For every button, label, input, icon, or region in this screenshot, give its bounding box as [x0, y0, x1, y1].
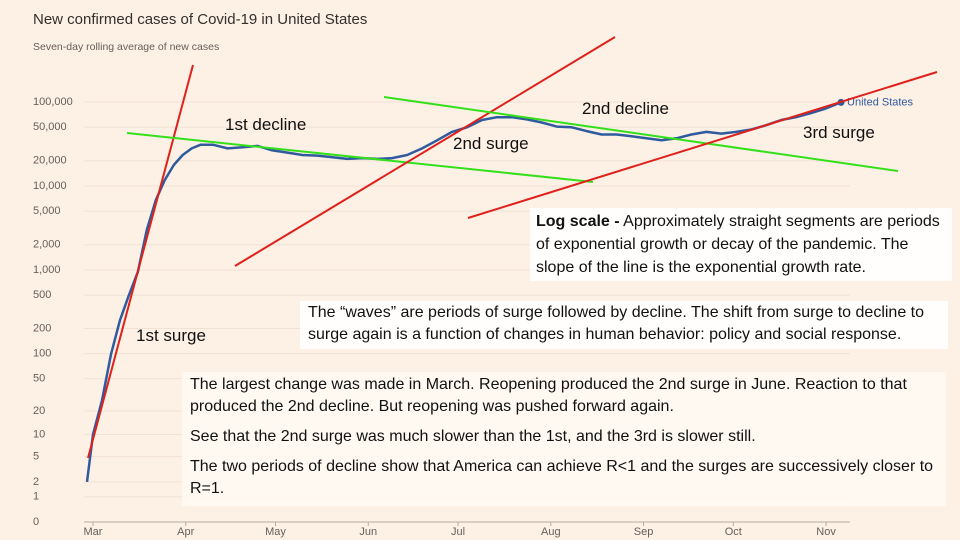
annotation: 1st surge [136, 326, 206, 345]
note-box: The “waves” are periods of surge followe… [300, 301, 948, 349]
y-tick-label: 100,000 [33, 96, 73, 108]
y-tick-label: 50,000 [33, 121, 67, 133]
note: The largest change was made in March. Re… [190, 376, 907, 415]
annotation: 3rd surge [803, 123, 875, 142]
y-tick-label: 20,000 [33, 155, 67, 167]
y-tick-label: 2,000 [33, 239, 61, 251]
x-tick-label: Nov [816, 526, 836, 538]
annotation: 2nd surge [453, 134, 529, 153]
series-line [85, 101, 842, 483]
annotation: 2nd decline [582, 99, 669, 118]
note-box: Log scale - Approximately straight segme… [530, 208, 952, 281]
y-tick-label: 1 [33, 491, 39, 503]
x-tick-label: Jul [451, 526, 465, 538]
y-tick-label: 100 [33, 348, 51, 360]
trend-line [467, 71, 938, 219]
x-tick-label: Jun [359, 526, 377, 538]
legend-label: United States [847, 96, 914, 108]
trend-lines [87, 36, 938, 459]
y-tick-label: 20 [33, 405, 45, 417]
trend-line [383, 96, 899, 172]
note: See that the 2nd surge was much slower t… [190, 428, 756, 445]
x-tick-label: Apr [177, 526, 194, 538]
trend-line [87, 64, 194, 459]
y-tick-label: 500 [33, 289, 51, 301]
x-tick-label: Aug [541, 526, 561, 538]
y-tick-label: 10,000 [33, 180, 67, 192]
y-tick-label: 1,000 [33, 264, 61, 276]
y-tick-label: 200 [33, 322, 51, 334]
note-box: The largest change was made in March. Re… [182, 372, 946, 506]
y-tick-label: 0 [33, 516, 39, 528]
chart-subtitle: Seven-day rolling average of new cases [33, 41, 219, 53]
y-tick-label: 5 [33, 451, 39, 463]
note-bold: Log scale - [536, 213, 620, 230]
x-tick-label: Sep [634, 526, 654, 538]
annotation: 1st decline [225, 115, 307, 134]
x-tick-label: Mar [84, 526, 103, 538]
trend-line [126, 132, 594, 183]
y-tick-label: 50 [33, 372, 45, 384]
x-tick-label: May [265, 526, 286, 538]
chart-title: New confirmed cases of Covid-19 in Unite… [33, 11, 367, 28]
y-tick-label: 5,000 [33, 205, 61, 217]
note: Approximately straight segments are peri… [536, 213, 940, 276]
y-tick-label: 2 [33, 476, 39, 488]
y-tick-label: 10 [33, 428, 45, 440]
note: The two periods of decline show that Ame… [190, 458, 934, 497]
trend-line [234, 36, 616, 267]
note: The “waves” are periods of surge followe… [308, 304, 925, 343]
x-tick-label: Oct [725, 526, 742, 538]
